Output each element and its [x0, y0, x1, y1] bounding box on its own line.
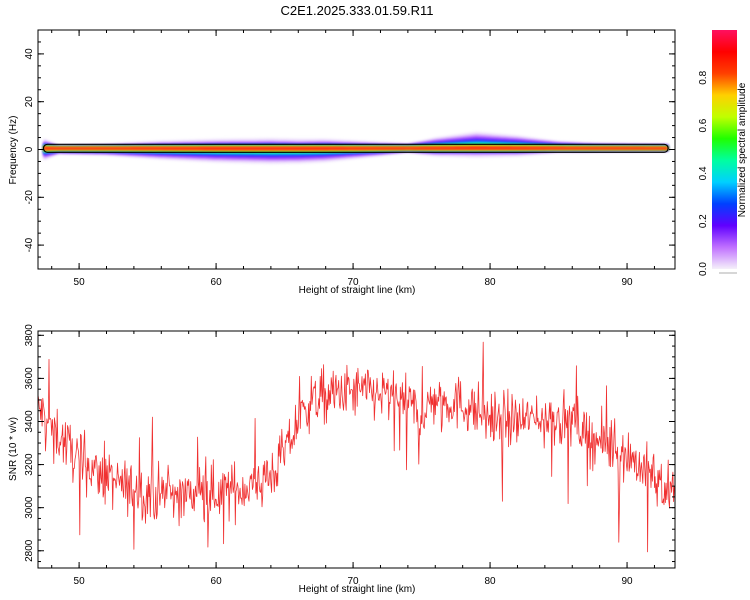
snr-y-axis-label: SNR (10 * v/v) [8, 417, 19, 481]
snr-x-tick-label: 60 [211, 576, 223, 587]
spectral-band [42, 131, 669, 165]
snr-y-tick-label: 3000 [24, 496, 35, 519]
spectrum-y-tick-label: 0 [24, 146, 35, 152]
spectrum-y-tick-label: 40 [24, 48, 35, 60]
spectrum-y-tick-label: -20 [24, 190, 35, 205]
spectrum-panel: 50 60 70 80 90 -40 -20 0 20 40 Height of straigh… [8, 29, 676, 296]
spectrum-x-tick-label: 60 [211, 277, 223, 288]
snr-x-tick-label: 80 [485, 576, 497, 587]
colorbar-tick-label: 0.2 [698, 214, 709, 228]
spectrum-y-tick-label: 20 [24, 96, 35, 108]
snr-panel: 50 60 70 80 90 2800 3000 3200 3400 3600 3800 Heig… [8, 324, 676, 595]
snr-x-axis-label: Height of straight line (km) [299, 584, 416, 595]
spectrum-x-tick-label: 70 [348, 277, 360, 288]
spectrum-x-ticks: 50 60 70 80 90 [51, 30, 655, 288]
colorbar: 0.0 0.2 0.4 0.6 0.8 Normalized spectral ampl… [698, 30, 748, 276]
colorbar-tick-label: 0.8 [698, 70, 709, 84]
spectral-band-level-9 [43, 146, 669, 151]
chart-title: C2E1.2025.333.01.59.R11 [281, 3, 434, 18]
spectrum-x-tick-label: 90 [621, 277, 633, 288]
spectrum-y-axis-label: Frequency (Hz) [8, 116, 19, 185]
snr-x-ticks: 50 60 70 80 90 [51, 331, 655, 587]
colorbar-label: Normalized spectral amplitude [737, 82, 748, 217]
spectrum-y-tick-label: -40 [24, 237, 35, 252]
spectrum-x-tick-label: 80 [485, 277, 497, 288]
snr-y-tick-label: 2800 [24, 539, 35, 562]
snr-x-tick-label: 70 [348, 576, 360, 587]
snr-x-tick-label: 50 [74, 576, 86, 587]
colorbar-tick-label: 0.6 [698, 118, 709, 132]
spectrum-x-axis-label: Height of straight line (km) [299, 285, 416, 296]
snr-series-line [38, 341, 675, 553]
spectrum-y-ticks: -40 -20 0 20 40 [24, 29, 675, 270]
snr-y-tick-label: 3400 [24, 410, 35, 433]
spectrum-x-tick-label: 50 [74, 277, 86, 288]
snr-y-tick-label: 3600 [24, 367, 35, 390]
colorbar-ticks: 0.0 0.2 0.4 0.6 0.8 [698, 70, 737, 276]
snr-y-tick-label: 3800 [24, 324, 35, 347]
colorbar-gradient [712, 30, 737, 269]
colorbar-tick-label: 0.0 [698, 262, 709, 276]
colorbar-tick-label: 0.4 [698, 166, 709, 180]
snr-y-ticks: 2800 3000 3200 3400 3600 3800 [24, 324, 675, 563]
snr-x-tick-label: 90 [621, 576, 633, 587]
snr-plot-frame [37, 330, 676, 569]
spectral-band-outline [42, 143, 669, 153]
snr-y-tick-label: 3200 [24, 453, 35, 476]
